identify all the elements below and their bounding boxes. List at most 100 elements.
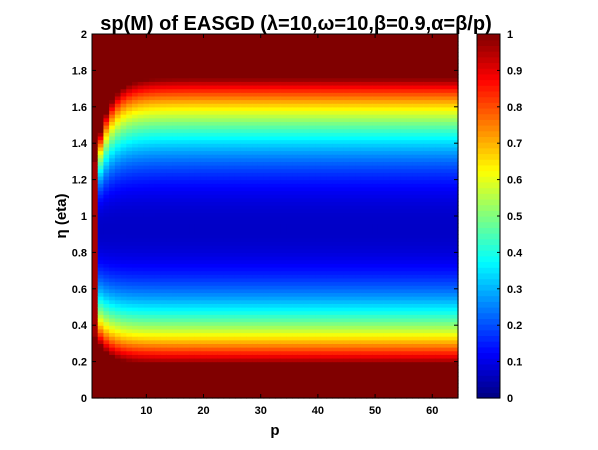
heatmap-cell [223, 361, 230, 366]
heatmap-cell [337, 307, 345, 312]
heatmap-cell [355, 95, 362, 101]
heatmap-cell [109, 168, 116, 173]
heatmap-cell [326, 234, 333, 239]
heatmap-cell [257, 368, 265, 374]
heatmap-cell [200, 92, 207, 97]
heatmap-cell [109, 161, 116, 166]
heatmap-cell [166, 208, 173, 213]
heatmap-cell [326, 70, 333, 75]
heatmap-cell [355, 274, 362, 279]
heatmap-cell [303, 161, 310, 166]
heatmap-cell [320, 63, 328, 68]
heatmap-cell [292, 161, 299, 166]
heatmap-cell [149, 314, 156, 319]
heatmap-cell [275, 114, 282, 119]
heatmap-cell [286, 383, 293, 388]
heatmap-cell [229, 303, 236, 308]
heatmap-cell [275, 106, 282, 112]
heatmap-cell [223, 354, 230, 359]
heatmap-cell [223, 241, 230, 246]
heatmap-cell [212, 125, 219, 130]
heatmap-cell [114, 201, 122, 206]
heatmap-cell [360, 106, 368, 112]
heatmap-cell [92, 154, 99, 159]
heatmap-cell [326, 376, 333, 381]
heatmap-cell [240, 368, 248, 374]
heatmap-cell [97, 52, 105, 57]
heatmap-cell [126, 84, 133, 90]
heatmap-cell [132, 259, 139, 264]
heatmap-cell [103, 132, 110, 137]
heatmap-cell [332, 77, 339, 82]
heatmap-cell [234, 256, 242, 261]
heatmap-cell [292, 201, 299, 206]
heatmap-cell [332, 343, 339, 348]
heatmap-cell [143, 307, 150, 312]
heatmap-cell [269, 59, 276, 64]
heatmap-cell [337, 168, 345, 173]
heatmap-cell [269, 125, 276, 130]
heatmap-cell [326, 135, 333, 141]
heatmap-cell [212, 114, 219, 119]
heatmap-cell [292, 379, 299, 385]
heatmap-cell [206, 263, 213, 268]
heatmap-cell [315, 328, 322, 334]
heatmap-cell [149, 230, 156, 235]
heatmap-cell [137, 128, 145, 133]
heatmap-cell [200, 59, 207, 64]
heatmap-cell [154, 303, 162, 308]
heatmap-cell [154, 288, 162, 294]
heatmap-cell [263, 361, 270, 366]
heatmap-cell [240, 390, 248, 395]
heatmap-cell [172, 125, 179, 130]
heatmap-cell [355, 59, 362, 64]
heatmap-cell [103, 190, 110, 195]
heatmap-cell [114, 212, 122, 217]
heatmap-cell [229, 376, 236, 381]
heatmap-cell [217, 103, 225, 108]
heatmap-cell [103, 66, 110, 71]
heatmap-cell [143, 161, 150, 166]
heatmap-cell [343, 63, 350, 68]
heatmap-cell [263, 190, 270, 195]
heatmap-cell [337, 197, 345, 203]
heatmap-cell [206, 44, 213, 50]
heatmap-cell [97, 270, 105, 275]
heatmap-cell [234, 328, 242, 334]
heatmap-cell [240, 103, 248, 108]
heatmap-cell [366, 117, 373, 122]
heatmap-cell [143, 63, 150, 68]
heatmap-cell [143, 88, 150, 93]
heatmap-cell [229, 208, 236, 213]
heatmap-cell [234, 365, 242, 370]
heatmap-cell [320, 394, 328, 399]
heatmap-cell [297, 34, 305, 39]
heatmap-cell [103, 325, 110, 330]
heatmap-cell [257, 103, 265, 108]
heatmap-cell [343, 339, 350, 344]
heatmap-cell [252, 226, 259, 232]
heatmap-cell [166, 365, 173, 370]
heatmap-cell [275, 325, 282, 330]
heatmap-cell [315, 263, 322, 268]
heatmap-cell [229, 241, 236, 246]
heatmap-cell [132, 84, 139, 90]
heatmap-cell [349, 70, 356, 75]
heatmap-cell [337, 190, 345, 195]
heatmap-cell [229, 317, 236, 323]
heatmap-cell [309, 296, 316, 301]
heatmap-cell [280, 41, 288, 46]
heatmap-cell [200, 270, 207, 275]
heatmap-cell [332, 336, 339, 341]
heatmap-cell [200, 387, 207, 392]
heatmap-cell [143, 186, 150, 192]
heatmap-cell [286, 216, 293, 221]
heatmap-cell [109, 372, 116, 377]
heatmap-cell [355, 317, 362, 323]
heatmap-cell [149, 168, 156, 173]
heatmap-cell [172, 186, 179, 192]
heatmap-cell [297, 299, 305, 304]
heatmap-cell [320, 208, 328, 213]
heatmap-cell [92, 310, 99, 315]
heatmap-cell [126, 88, 133, 93]
